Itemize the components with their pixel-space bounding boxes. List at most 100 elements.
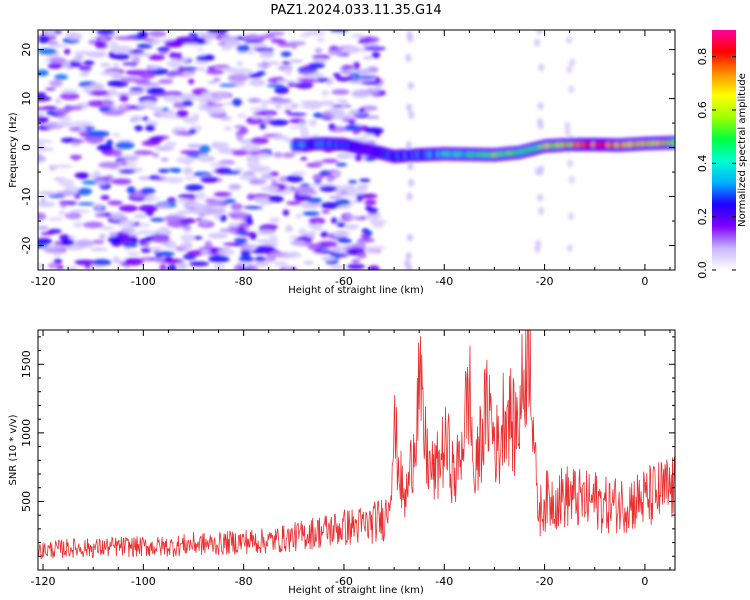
spectrogram-noise-cell: [148, 30, 167, 38]
spectrogram-noise-cell: [38, 143, 45, 147]
spectrogram-noise-cell: [221, 45, 232, 51]
spectrogram-noise-cell: [405, 263, 412, 270]
spectrogram-noise-cell: [107, 80, 129, 88]
spectrogram-noise-cell: [364, 199, 377, 206]
spectrogram-noise-cell: [58, 200, 78, 205]
spectrogram-noise-cell: [126, 186, 136, 194]
spectrogram-noise-cell: [197, 105, 213, 111]
spectrogram-noise-cell: [537, 102, 544, 111]
spectrogram-noise-cell: [302, 211, 320, 216]
spectrogram-noise-cell: [295, 81, 314, 89]
x-tick-label: -40: [435, 575, 453, 588]
spectrogram-noise-cell: [314, 47, 323, 54]
spectrogram-noise-cell: [207, 66, 216, 70]
spectrogram-noise-cell: [316, 77, 329, 83]
spectrogram-noise-cell: [55, 265, 64, 270]
spectrogram-noise-cell: [243, 34, 262, 42]
spectrogram-noise-cell: [114, 92, 135, 97]
spectrogram-noise-cell: [38, 201, 56, 208]
spectrogram-noise-cell: [187, 143, 202, 149]
y-tick-label: 10: [20, 92, 33, 106]
spectrogram-noise-cell: [217, 249, 235, 256]
spectrogram-noise-cell: [204, 198, 217, 203]
spectrogram-heatmap: [38, 30, 675, 270]
spectrogram-noise-cell: [314, 248, 324, 253]
spectrogram-noise-cell: [118, 169, 136, 174]
spectrogram-noise-cell: [142, 38, 154, 42]
spectrogram-noise-cell: [316, 37, 325, 43]
y-tick-label: 20: [20, 43, 33, 57]
spectrogram-noise-cell: [208, 254, 230, 263]
spectrogram-noise-cell: [161, 107, 169, 112]
spectrogram-noise-cell: [43, 245, 63, 249]
spectrogram-noise-cell: [276, 79, 296, 84]
spectrogram-noise-cell: [313, 160, 324, 165]
spectrogram-noise-cell: [537, 193, 544, 202]
spectrogram-noise-cell: [320, 231, 329, 238]
spectrogram-noise-cell: [61, 238, 75, 247]
spectrogram-noise-cell: [365, 205, 373, 211]
spectrogram-noise-cell: [330, 253, 348, 258]
spectrogram-noise-cell: [112, 256, 120, 264]
spectrogram-noise-cell: [288, 125, 308, 129]
spectrogram-noise-cell: [354, 154, 363, 162]
spectrogram-noise-cell: [112, 62, 120, 70]
spectrogram-noise-cell: [69, 209, 90, 214]
spectrogram-noise-cell: [239, 174, 259, 181]
spectrogram-noise-cell: [286, 112, 307, 116]
spectrogram-noise-cell: [205, 69, 225, 75]
spectrogram-noise-cell: [300, 104, 314, 109]
spectrogram-noise-cell: [300, 201, 321, 209]
spectrogram-noise-cell: [248, 72, 262, 79]
spectrogram-noise-cell: [564, 121, 571, 130]
spectrogram-noise-cell: [255, 245, 276, 252]
spectrogram-noise-cell: [49, 79, 63, 88]
snr-x-ticks: -120 -100 -80 -60 -40 -20 0: [31, 330, 671, 588]
colorbar-ramp: [712, 30, 736, 270]
x-tick-label: 0: [641, 575, 648, 588]
spectrogram-noise-cell: [405, 141, 412, 150]
spectrogram-noise-cell: [254, 256, 267, 262]
spectrogram-noise-cell: [282, 209, 290, 216]
spectrogram-noise-cell: [111, 75, 125, 79]
spectrogram-noise-cell: [188, 32, 199, 38]
colorbar-tick-label: 0.8: [696, 48, 709, 66]
spectrogram-noise-cell: [269, 251, 289, 257]
spectrogram-noise-cell: [268, 195, 284, 203]
spectrogram-noise-cell: [360, 105, 378, 111]
spectrogram-noise-cell: [248, 178, 267, 185]
spectrogram-noise-cell: [72, 139, 85, 144]
spectrogram-noise-cell: [177, 194, 199, 199]
spectrogram-noise-cell: [299, 127, 309, 135]
spectrogram-noise-cell: [321, 158, 339, 164]
spectrogram-noise-cell: [230, 202, 243, 211]
spectrogram-noise-cell: [138, 176, 151, 180]
spectrogram-noise-cell: [274, 98, 292, 104]
spectrogram-noise-cell: [321, 90, 330, 96]
spectrogram-noise-cell: [48, 194, 66, 198]
spectrogram-noise-cell: [200, 219, 210, 226]
spectrogram-noise-cell: [252, 47, 274, 52]
spectrogram-noise-cell: [196, 47, 204, 52]
spectrogram-noise-cell: [257, 62, 271, 69]
snr-frame: [37, 329, 676, 571]
x-tick-label: -80: [235, 575, 253, 588]
spectrogram-noise-cell: [109, 212, 126, 221]
spectrogram-noise-cell: [174, 130, 191, 136]
spectrogram-noise-cell: [218, 83, 238, 87]
spectrogram-noise-cell: [167, 264, 178, 270]
spectrogram-noise-cell: [219, 228, 239, 233]
spectrogram-noise-cell: [295, 213, 303, 218]
spectrogram-noise-cell: [249, 78, 266, 87]
x-tick-label: -40: [435, 275, 453, 288]
spectrogram-noise-cell: [76, 187, 93, 196]
spectrogram-noise-cell: [250, 137, 269, 145]
spectrogram-noise-cell: [46, 40, 59, 45]
spectrogram-noise-cell: [271, 135, 289, 141]
spectrogram-noise-cell: [83, 221, 104, 229]
spectrogram-noise-cell: [207, 30, 229, 34]
spectrogram-noise-cell: [273, 152, 283, 158]
spectrogram-noise-cell: [73, 221, 84, 228]
spectrogram-noise-cell: [291, 171, 307, 176]
spectrogram-noise-cell: [64, 212, 82, 220]
